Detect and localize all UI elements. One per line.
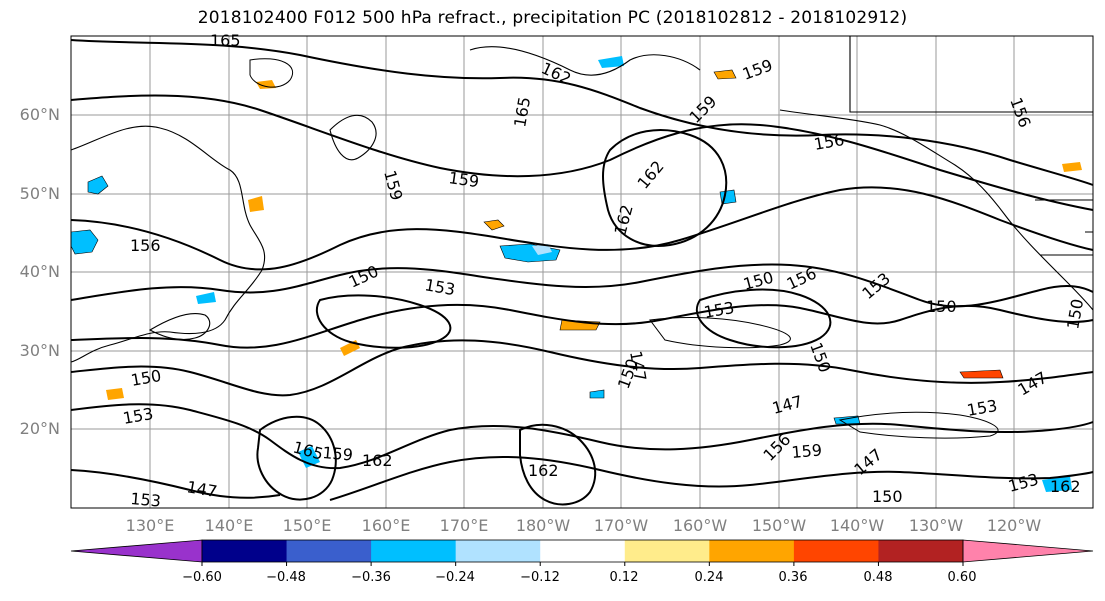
map-border [70,35,1094,509]
contour-label: 165 [210,31,241,50]
contour-label: 153 [130,489,162,511]
lat-label: 30°N [19,341,60,360]
lon-label: 130°E [125,516,175,535]
precip-patch-blue-8 [196,292,216,304]
contour-162-aleutian [602,129,728,247]
colorbar-tick-label: −0.60 [182,570,222,585]
contour-159 [70,94,1094,211]
colorbar-tick-label: −0.24 [435,570,475,585]
coastline-bering [469,46,701,76]
contour-150 [70,303,1094,349]
contour-label: 150 [926,297,957,316]
colorbar-tick-label: 0.48 [863,570,893,585]
lat-label: 60°N [19,105,60,124]
colorbar-tick-label: 0.36 [778,570,808,585]
map-title: 2018102400 F012 500 hPa refract., precip… [197,8,908,28]
colorbar-extend-left [70,539,203,563]
thin-contour-2 [838,411,999,439]
precip-patch-blue-7 [1042,476,1072,492]
contour-labels: 165 162 159 165 159 159 156 156 159 162 … [121,31,1087,511]
lat-label: 40°N [19,262,60,281]
contour-label: 162 [362,451,393,470]
coastline-kamchatka [329,114,377,161]
colorbar-segment [371,540,457,562]
lon-label: 170°E [439,516,489,535]
contour-label: 159 [791,440,823,462]
contour-165-closed [256,415,337,501]
precip-patch-orange-7 [248,196,264,212]
precip-patch-orange-2 [713,69,737,80]
contour-147 [70,339,1094,397]
precip-patch-orange-6 [106,388,124,400]
contour-label: 162 [528,461,559,480]
colorbar-outline [201,539,964,563]
colorbar-segment [793,540,879,562]
colorbar-tick-label: −0.36 [351,570,391,585]
colorbar-tick-label: −0.12 [520,570,560,585]
colorbar-tick-label: 0.24 [694,570,724,585]
contour-label: 162 [1050,477,1081,496]
colorbar-tick-label: 0.12 [609,570,639,585]
colorbar-ticks [201,562,964,566]
lon-label: 120°W [986,516,1042,535]
colorbar-segment [455,540,541,562]
lon-label: 150°W [751,516,807,535]
colorbar-tick-label: −0.48 [266,570,306,585]
lon-label: 160°E [361,516,411,535]
lon-label: 130°W [908,516,964,535]
map-plot-area [70,36,1094,508]
precip-patch-blue-5 [598,56,624,68]
thin-contour-3 [249,58,293,88]
colorbar-segments [202,540,964,562]
colorbar-segment [709,540,795,562]
precip-patch-orange-1 [483,219,505,231]
contour-153-closed [315,294,452,349]
precip-patch-kamchatka-w [87,175,109,195]
colorbar-segment [540,540,626,562]
contour-153-south [70,455,1094,501]
refractivity-contours [70,39,1094,506]
precip-patch-central-light [532,244,552,255]
contour-162-closed [519,423,597,506]
contour-label: 150 [872,487,903,506]
lon-label: 170°W [593,516,649,535]
precip-contours-thin [249,58,999,439]
colorbar-segment [624,540,710,562]
colorbar-tick-label: 0.60 [947,570,977,585]
lat-label: 50°N [19,184,60,203]
colorbar-segment [286,540,372,562]
precip-patch-orange-8 [1062,162,1082,172]
lon-label: 160°W [672,516,728,535]
contour-label: 159 [447,168,480,191]
colorbar-segment [202,540,288,562]
precip-patch-blue-2 [589,389,605,399]
contour-162-north [70,39,1094,186]
lon-label: 140°E [204,516,254,535]
colorbar [70,539,1094,566]
graticule [71,36,1093,508]
colorbar-segment [878,540,964,562]
lon-label: 140°W [829,516,885,535]
thin-contour-1 [649,317,791,349]
contour-label: 159 [322,443,354,465]
colorbar-extend-right [962,539,1094,563]
contour-156 [70,186,1094,271]
lon-label: 180°W [515,516,571,535]
contour-label: 156 [130,236,161,255]
lat-label: 20°N [19,419,60,438]
border-alaska-canada [849,36,1093,113]
precip-patch-red-1 [959,369,1004,379]
lon-label: 150°E [282,516,332,535]
contour-150-south [70,403,1094,470]
contour-150-closed [695,288,832,349]
